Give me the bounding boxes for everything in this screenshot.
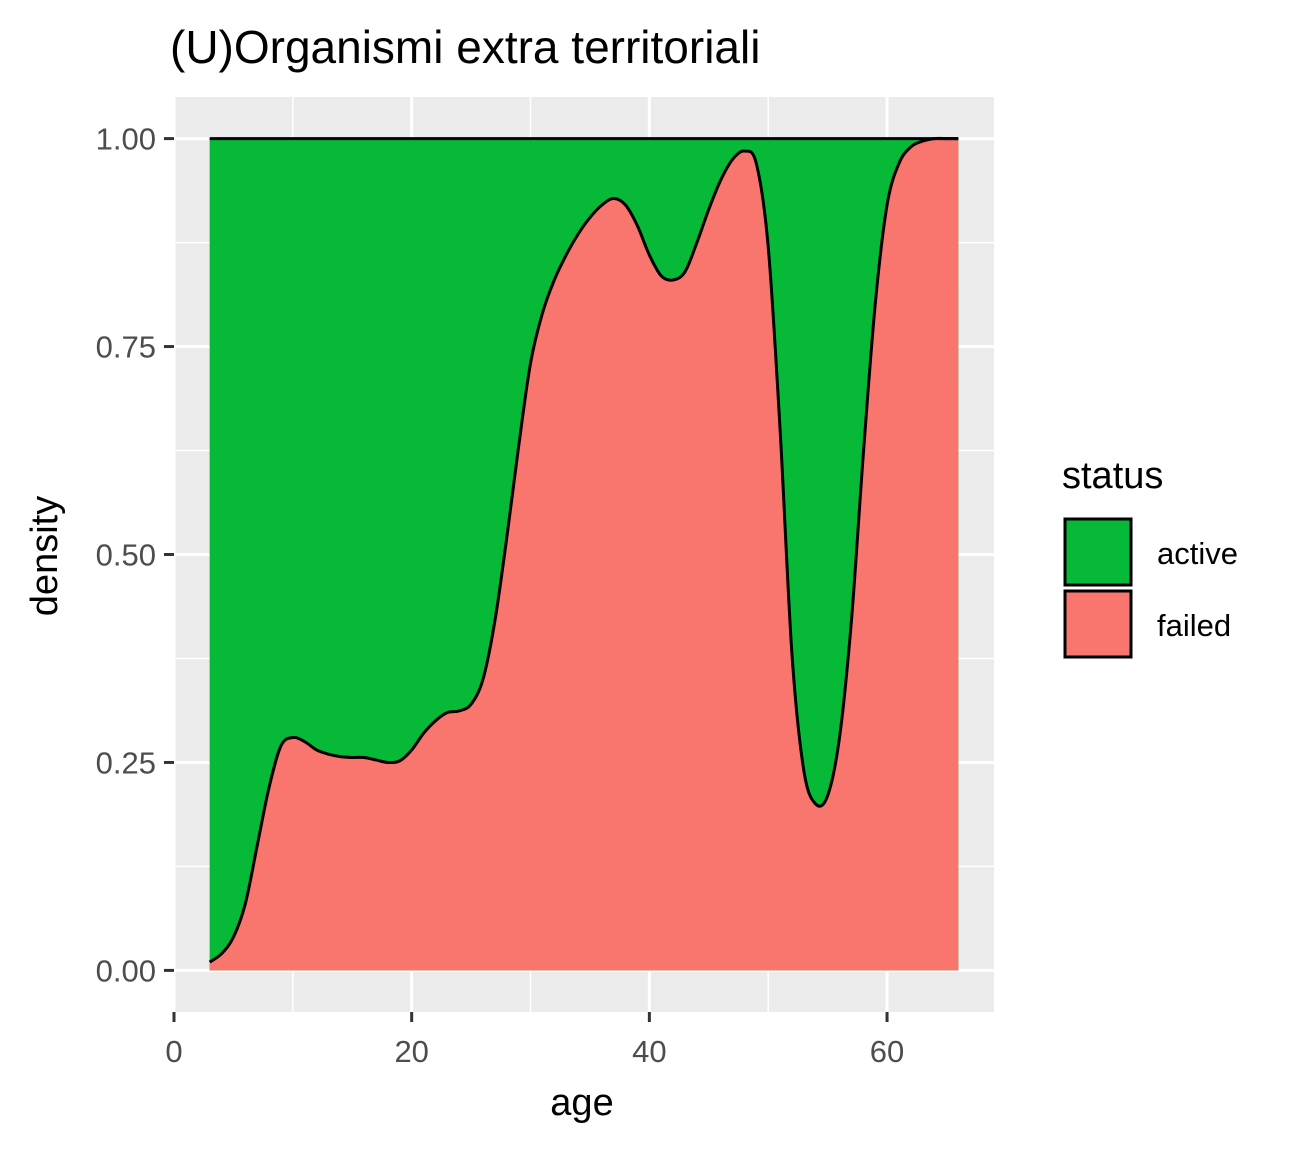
x-tick-label: 40 bbox=[632, 1034, 666, 1069]
y-axis: 0.00 0.25 0.50 0.75 1.00 bbox=[96, 122, 174, 988]
boundary-line-failed bbox=[208, 136, 959, 964]
x-tick-label: 0 bbox=[165, 1034, 182, 1069]
y-axis-label: density bbox=[24, 496, 66, 616]
y-tick-label: 1.00 bbox=[96, 122, 156, 157]
y-tick-label: 0.50 bbox=[96, 538, 156, 573]
legend-title: status bbox=[1062, 455, 1163, 497]
y-tick-label: 0.00 bbox=[96, 953, 156, 988]
x-axis-label: age bbox=[550, 1082, 613, 1124]
x-tick-label: 60 bbox=[870, 1034, 904, 1069]
chart-title: (U)Organismi extra territoriali bbox=[170, 21, 760, 73]
x-tick-label: 20 bbox=[394, 1034, 428, 1069]
legend-key-active bbox=[1063, 517, 1133, 587]
y-tick-label: 0.75 bbox=[96, 330, 156, 365]
x-axis: 0 20 40 60 bbox=[165, 1012, 904, 1069]
legend-key-failed bbox=[1063, 589, 1133, 659]
legend-label-active: active bbox=[1157, 536, 1238, 571]
legend-label-failed: failed bbox=[1157, 608, 1231, 643]
y-tick-label: 0.25 bbox=[96, 745, 156, 780]
legend: status active failed bbox=[1062, 455, 1238, 659]
